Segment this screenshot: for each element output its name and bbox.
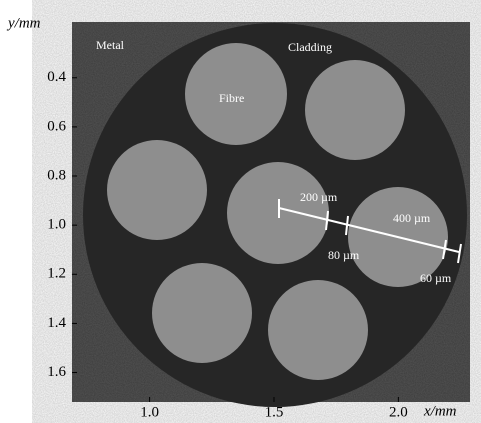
x-tick-label: 1.0 [140,404,159,420]
y-axis-label: y/mm [6,15,41,31]
y-tick-label: 0.4 [47,69,66,85]
label-metal: Metal [96,38,125,52]
y-tick-label: 1.6 [47,364,66,380]
label-400: 400 µm [393,211,431,225]
label-60: 60 µm [420,271,452,285]
figure: Metal Cladding Fibre 200 µm 400 µm 80 µm… [0,0,481,423]
y-tick-label: 0.8 [47,167,66,183]
x-tick-label: 2.0 [389,404,408,420]
label-fibre: Fibre [219,91,244,105]
y-tick-label: 0.6 [47,118,66,134]
y-tick-label: 1.2 [47,266,66,282]
y-tick-label: 1.4 [47,315,66,331]
micrograph: Metal Cladding Fibre 200 µm 400 µm 80 µm… [72,22,470,407]
label-cladding: Cladding [288,40,332,54]
x-tick-label: 1.5 [265,404,284,420]
x-axis-label: x/mm [423,403,457,419]
label-80: 80 µm [328,248,360,262]
label-200: 200 µm [300,190,338,204]
y-tick-label: 1.0 [47,217,66,233]
